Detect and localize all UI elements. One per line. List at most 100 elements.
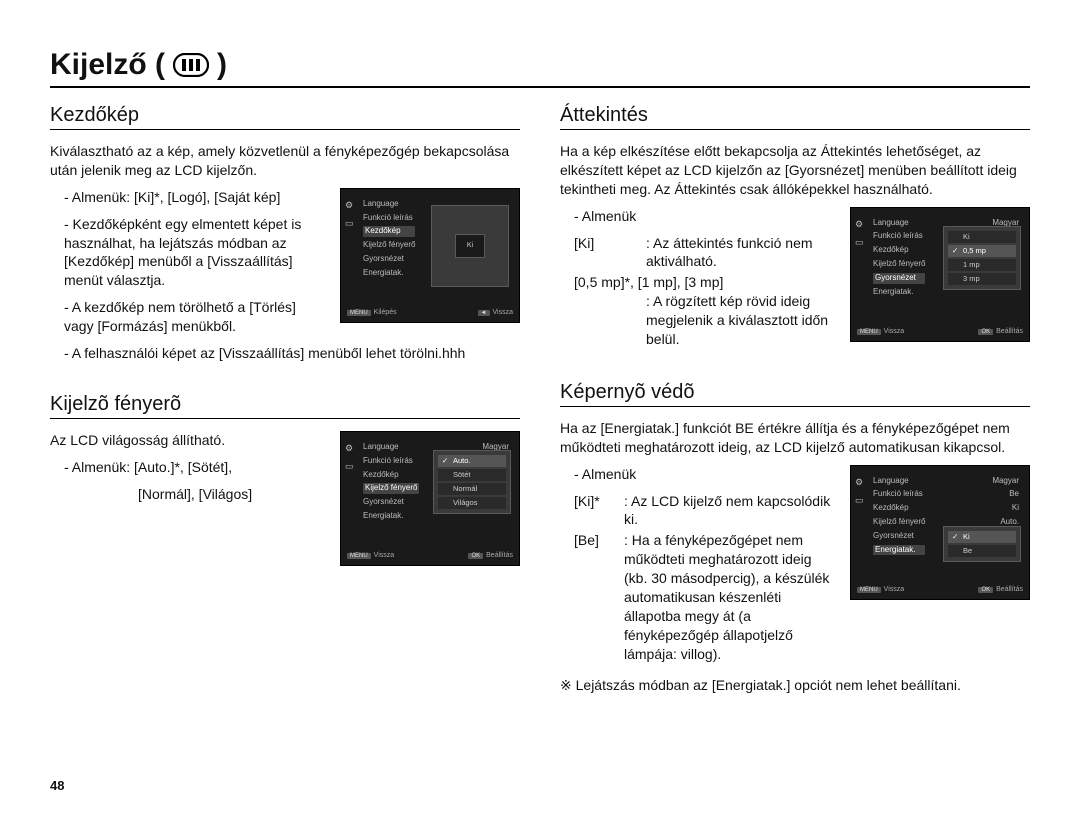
lcd-footer: MENUVissza OKBeállítás xyxy=(857,327,1023,336)
gear-icon: ⚙ xyxy=(855,218,864,230)
bullet: - Almenük: [Auto.]*, [Sötét], xyxy=(64,458,326,477)
lcd-popup-option: ✓0,5 mp xyxy=(948,245,1016,257)
lcd-menu-list: Language Funkció leírás Kezdőkép Kijelző fé… xyxy=(873,218,925,298)
sublabel: - Almenük xyxy=(574,207,836,226)
val: : A rögzített kép rövid ideig megjelenik… xyxy=(646,292,836,349)
lcd-menu-item: Energiatak. xyxy=(363,511,419,522)
lcd-menu-item: Kezdőkép xyxy=(873,245,925,256)
section-vedo: Képernyõ védõ Ha az [Energiatak.] funkci… xyxy=(560,381,1030,695)
check-icon: ✓ xyxy=(952,246,960,256)
lcd-menu-item: Kijelző fényerő xyxy=(363,483,419,494)
sublabel: - Almenük xyxy=(574,465,836,484)
bullet: - A kezdőkép nem törölhető a [Törlés] va… xyxy=(64,298,326,336)
lcd-menu-item: Kijelző fényerő xyxy=(873,517,925,528)
display-small-icon: ▭ xyxy=(855,494,864,506)
lcd-menu-item: Energiatak. xyxy=(873,287,925,298)
footer-right: Beállítás xyxy=(996,586,1023,593)
lcd-footer: MENUVissza OKBeállítás xyxy=(347,551,513,560)
lcd-menu-value: Be xyxy=(1009,489,1019,500)
page-number: 48 xyxy=(50,778,64,793)
key: [0,5 mp]*, [1 mp], [3 mp] xyxy=(574,273,836,292)
bullet: - Almenük: [Ki]*, [Logó], [Saját kép] xyxy=(64,188,326,207)
lcd-popup-label: Ki xyxy=(963,232,970,242)
lcd-menu-item: Gyorsnézet xyxy=(873,273,925,284)
footer-right: Vissza xyxy=(493,309,514,316)
lcd-menu-item: Language xyxy=(363,442,419,453)
lcd-menu-list: LanguageFunkció leírásKezdőképKijelző fé… xyxy=(873,476,925,556)
lcd-preview-inner: Ki xyxy=(455,234,485,258)
val: : Az LCD kijelző nem kapcsolódik ki. xyxy=(624,492,836,530)
section-title: Képernyõ védõ xyxy=(560,381,1030,407)
lcd-menu-item: Gyorsnézet xyxy=(363,497,419,508)
lcd-menu-item: Funkció leírás xyxy=(873,489,925,500)
lcd-icon-column: ⚙ ▭ xyxy=(345,442,354,472)
footer-tag: MENU xyxy=(857,329,881,335)
lcd-popup: ✓Auto. Sötét Normál Világos xyxy=(433,450,511,515)
footer-tag: ◄ xyxy=(478,310,490,316)
gear-icon: ⚙ xyxy=(855,476,864,488)
lcd-menu-item: Gyorsnézet xyxy=(363,254,415,265)
intro-text: Kiválasztható az a kép, amely közvetlenü… xyxy=(50,142,520,180)
footer-tag: MENU xyxy=(347,310,371,316)
section-title: Kijelzõ fényerõ xyxy=(50,393,520,419)
bullet: - A felhasználói képet az [Visszaállítás… xyxy=(64,344,520,363)
lcd-popup-label: Be xyxy=(963,546,972,556)
page-title-prefix: Kijelző ( xyxy=(50,48,165,82)
section-title: Áttekintés xyxy=(560,104,1030,130)
section-attekintes: Áttekintés Ha a kép elkészítése előtt be… xyxy=(560,104,1030,351)
val: : Az áttekintés funkció nem aktiválható. xyxy=(646,234,836,272)
display-small-icon: ▭ xyxy=(855,236,864,248)
lcd-popup-option: Világos xyxy=(438,497,506,509)
gear-icon: ⚙ xyxy=(345,442,354,454)
lcd-preview-frame: Ki xyxy=(431,205,509,287)
lcd-popup-label: Auto. xyxy=(453,456,471,466)
lcd-popup-label: 3 mp xyxy=(963,274,980,284)
lcd-icon-column: ⚙ ▭ xyxy=(345,199,354,229)
footer-left: Kilépés xyxy=(374,309,397,316)
footer-right: Beállítás xyxy=(486,552,513,559)
lcd-popup-option: 3 mp xyxy=(948,273,1016,285)
lcd-popup-option: 1 mp xyxy=(948,259,1016,271)
note: ※ Lejátszás módban az [Energiatak.] opci… xyxy=(560,676,1030,695)
val: : Ha a fényképezőgépet nem működteti meg… xyxy=(624,531,836,663)
lcd-footer: MENUKilépés ◄Vissza xyxy=(347,308,513,317)
lcd-preview-attekintes: ⚙ ▭ Language Funkció leírás Kezdőkép Kijelz… xyxy=(850,207,1030,342)
section-title: Kezdőkép xyxy=(50,104,520,130)
footer-tag: OK xyxy=(978,587,993,593)
lcd-menu-item: Funkció leírás xyxy=(363,213,415,224)
check-icon: ✓ xyxy=(952,532,960,542)
lcd-popup-option: ✓Auto. xyxy=(438,455,506,467)
lcd-preview-vedo: ⚙ ▭ LanguageFunkció leírásKezdőképKijelz… xyxy=(850,465,1030,600)
lcd-menu-item: Kijelző fényerő xyxy=(363,240,415,251)
footer-right: Beállítás xyxy=(996,328,1023,335)
page-title: Kijelző ( ) xyxy=(50,48,1030,88)
footer-left: Vissza xyxy=(374,552,395,559)
lcd-menu-item: Language xyxy=(873,218,925,229)
footer-tag: OK xyxy=(978,329,993,335)
check-icon: ✓ xyxy=(442,456,450,466)
key: [Ki]* xyxy=(574,492,624,530)
lcd-menu-item: Energiatak. xyxy=(363,268,415,279)
lcd-preview-fenyero: ⚙ ▭ LanguageFunkció leírásKezdőképKijelz… xyxy=(340,431,520,566)
lcd-popup-option: ✓Ki xyxy=(948,531,1016,543)
lcd-popup-label: 1 mp xyxy=(963,260,980,270)
lcd-menu-value: Magyar xyxy=(992,476,1019,487)
lcd-menu-item: Gyorsnézet xyxy=(873,531,925,542)
lcd-popup-label: Sötét xyxy=(453,470,471,480)
footer-left: Vissza xyxy=(884,586,905,593)
intro-text: Ha a kép elkészítése előtt bekapcsolja a… xyxy=(560,142,1030,199)
lcd-menu-value: Ki xyxy=(1012,503,1019,514)
lcd-menu-item: Kijelző fényerő xyxy=(873,259,925,270)
footer-tag: OK xyxy=(468,553,483,559)
display-small-icon: ▭ xyxy=(345,217,354,229)
key: [Be] xyxy=(574,531,624,663)
lcd-icon-column: ⚙ ▭ xyxy=(855,476,864,506)
gear-icon: ⚙ xyxy=(345,199,354,211)
lcd-preview-kezdokep: ⚙ ▭ LanguageFunkció leírásKezdőképKijelz… xyxy=(340,188,520,323)
lcd-popup-option: Normál xyxy=(438,483,506,495)
lcd-menu-item: Funkció leírás xyxy=(873,231,925,242)
lcd-popup-option: Be xyxy=(948,545,1016,557)
lcd-popup-label: Ki xyxy=(963,532,970,542)
footer-tag: MENU xyxy=(857,587,881,593)
lcd-menu-list: LanguageFunkció leírásKezdőképKijelző fé… xyxy=(363,442,419,522)
